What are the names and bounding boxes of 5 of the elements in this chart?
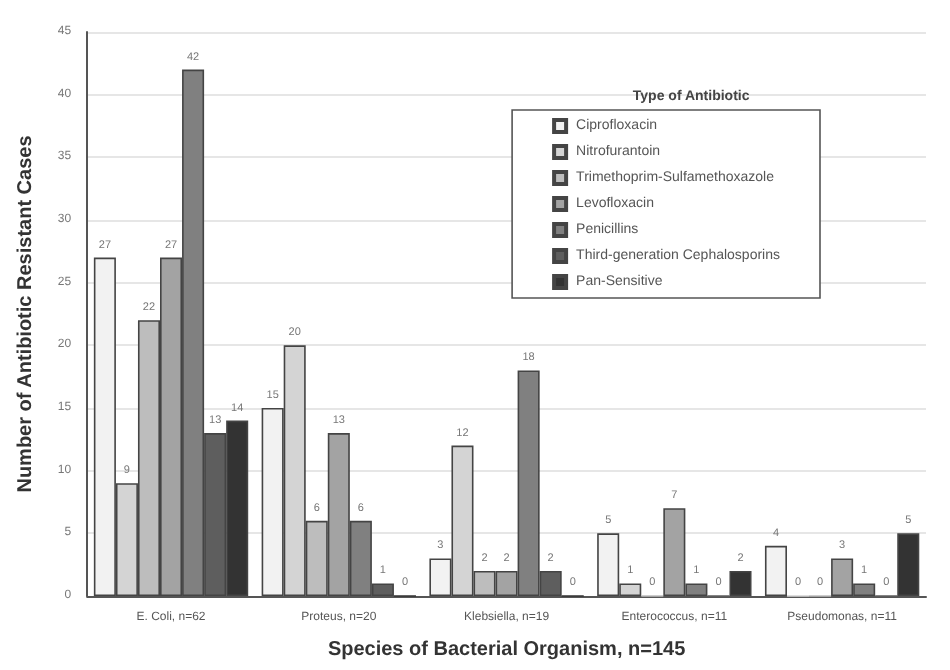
- x-axis-title: Species of Bacterial Organism, n=145: [327, 639, 687, 661]
- bar: [764, 545, 787, 596]
- y-axis-title: Number of Antibiotic Resistant Cases: [15, 134, 37, 493]
- bar: [729, 570, 752, 596]
- bar: [897, 533, 920, 596]
